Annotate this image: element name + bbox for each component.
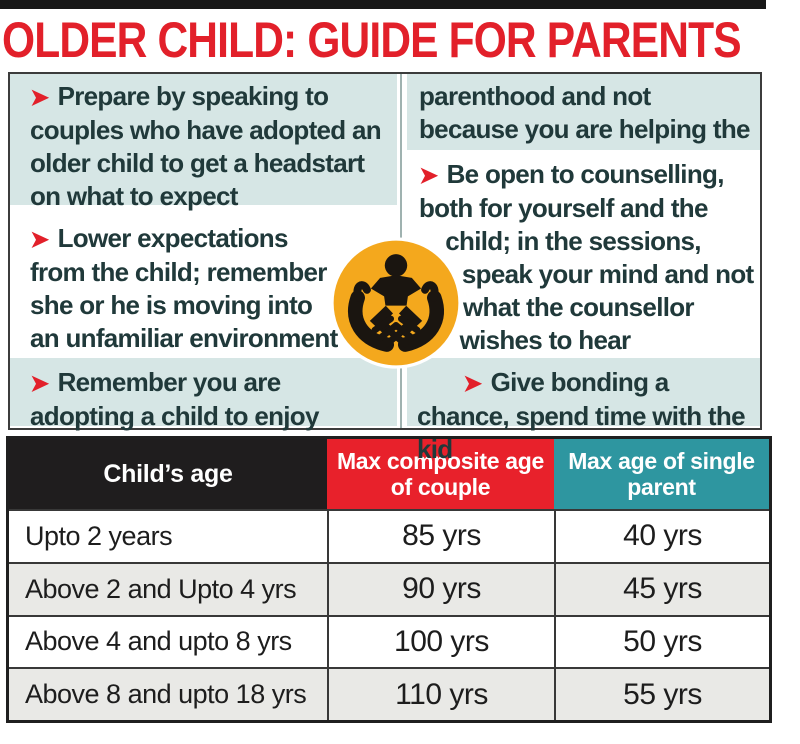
table-header-childs-age: Child’s age — [9, 439, 327, 509]
bullet-arrow-icon: ➤ — [463, 370, 482, 396]
table-cell-couple: 110 yrs — [327, 667, 554, 720]
tip-remember-enjoy: ➤ Remember you are adopting a child to en… — [10, 358, 397, 431]
tip-counselling: ➤ Be open to counselling, both for yourse… — [407, 152, 760, 356]
table-cell-single: 55 yrs — [554, 667, 769, 720]
tip-counselling-text: Be open to counselling, both for yoursel… — [419, 159, 754, 355]
table-cell-age: Upto 2 years — [9, 509, 327, 562]
tip-lower-expectations-text: Lower expectations from the child; remem… — [30, 223, 338, 353]
adoption-age-table: Child’s age Max composite age of couple … — [6, 436, 772, 723]
bullet-arrow-icon: ➤ — [419, 162, 438, 188]
table-cell-age: Above 4 and upto 8 yrs — [9, 614, 327, 668]
table-cell-couple: 100 yrs — [327, 614, 554, 668]
tip-text: ➤ Be open to counselling, both for yourse… — [419, 158, 754, 357]
table-cell-single: 50 yrs — [554, 614, 769, 668]
tip-bonding: ➤ Give bonding a chance, spend time with … — [407, 358, 760, 464]
table-header-couple-age: Max composite age of couple — [327, 439, 554, 509]
tip-lower-expectations: ➤ Lower expectations from the child; reme… — [10, 212, 397, 356]
table-header-single-age: Max age of single parent — [554, 439, 769, 509]
tip-prepare: ➤ Prepare by speaking to couples who have… — [10, 74, 397, 211]
tip-text: ➤ Lower expectations from the child; reme… — [30, 222, 341, 355]
table-cell-couple: 85 yrs — [327, 509, 554, 562]
tip-text: ➤ Prepare by speaking to couples who have… — [30, 80, 385, 213]
tip-remember-enjoy-continued: parenthood and not because you are helpi… — [407, 74, 760, 177]
tip-prepare-text: Prepare by speaking to couples who have … — [30, 81, 382, 211]
bullet-arrow-icon: ➤ — [30, 84, 49, 110]
top-border-bar — [0, 0, 766, 9]
tip-text: ➤ Remember you are adopting a child to en… — [30, 366, 385, 433]
bullet-arrow-icon: ➤ — [30, 226, 49, 252]
table-cell-single: 45 yrs — [554, 561, 769, 615]
table-cell-couple: 90 yrs — [327, 561, 554, 615]
table-cell-age: Above 2 and Upto 4 yrs — [9, 561, 327, 615]
page-title: OLDER CHILD: GUIDE FOR PARENTS — [2, 12, 798, 68]
table-cell-age: Above 8 and upto 18 yrs — [9, 667, 327, 720]
child-in-hands-icon — [330, 237, 462, 369]
table-cell-single: 40 yrs — [554, 509, 769, 562]
tip-bonding-text: Give bonding a chance, spend time with t… — [417, 367, 746, 464]
tip-text: ➤ Give bonding a chance, spend time with … — [417, 366, 752, 466]
tips-panel: ➤ Prepare by speaking to couples who have… — [8, 72, 762, 464]
tip-continuation-text: parenthood and not because you are helpi… — [419, 81, 750, 177]
tip-text: parenthood and not because you are helpi… — [419, 80, 752, 179]
bullet-arrow-icon: ➤ — [30, 370, 49, 396]
tip-remember-enjoy-text: Remember you are adopting a child to enj… — [30, 367, 319, 431]
page-title-text: OLDER CHILD: GUIDE FOR PARENTS — [2, 12, 742, 68]
